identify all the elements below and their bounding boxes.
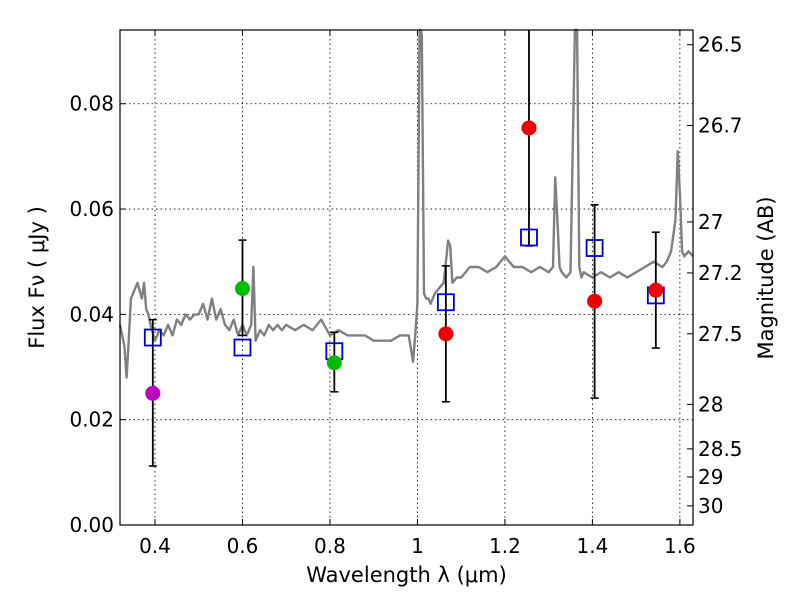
y-tick-label: 0.02 [69, 408, 114, 432]
axis-ticks: 0.4 0.6 0.8 1 1.2 1.4 1.6 0.00 0.02 0.04 0.06 0.08 2… [69, 30, 743, 558]
model-square [520, 228, 538, 247]
y-tick-label: 0.00 [69, 513, 114, 537]
magnitude-tick-label: 30 [698, 494, 723, 518]
observed-point [587, 293, 603, 309]
model-square [143, 328, 162, 347]
magnitude-tick-label: 27.5 [698, 322, 743, 346]
y-axis-label: Flux Fν ( μJy ) [25, 206, 49, 349]
x-tick-label: 1 [411, 534, 424, 558]
model-square [233, 338, 252, 357]
observed-point [648, 282, 664, 298]
magnitude-tick-label: 26.5 [698, 33, 743, 57]
observed-point [438, 326, 454, 342]
spectrum-line [118, 28, 694, 379]
x-tick-label: 0.8 [314, 534, 346, 558]
observed-point [145, 385, 161, 401]
magnitude-tick-label: 28.5 [698, 437, 743, 461]
model-photometry-squares [143, 228, 665, 361]
observed-point [521, 120, 537, 136]
magnitude-tick-label: 27.2 [698, 261, 743, 285]
y-tick-label: 0.08 [69, 92, 114, 116]
magnitude-tick-label: 29 [698, 465, 723, 489]
model-square [436, 293, 455, 312]
observed-point [326, 355, 342, 371]
model-spectrum [118, 28, 694, 379]
plot-frame [119, 29, 694, 526]
y-tick-label: 0.06 [69, 197, 114, 221]
magnitude-axis-label: Magnitude (AB) [754, 196, 778, 359]
y-tick-label: 0.04 [69, 302, 114, 326]
magnitude-tick-label: 28 [698, 392, 723, 416]
x-tick-label: 0.6 [227, 534, 259, 558]
magnitude-tick-label: 26.7 [698, 114, 743, 138]
error-bars [148, 30, 660, 467]
model-square [585, 239, 604, 257]
grid [120, 30, 693, 525]
x-tick-label: 1.4 [576, 534, 608, 558]
x-tick-label: 1.6 [664, 534, 696, 558]
x-tick-label: 1.2 [489, 534, 521, 558]
observed-points [145, 120, 664, 401]
x-axis-label: Wavelength λ (μm) [306, 563, 507, 587]
x-tick-label: 0.4 [139, 534, 171, 558]
magnitude-tick-label: 27 [698, 210, 723, 234]
observed-point [234, 281, 250, 297]
